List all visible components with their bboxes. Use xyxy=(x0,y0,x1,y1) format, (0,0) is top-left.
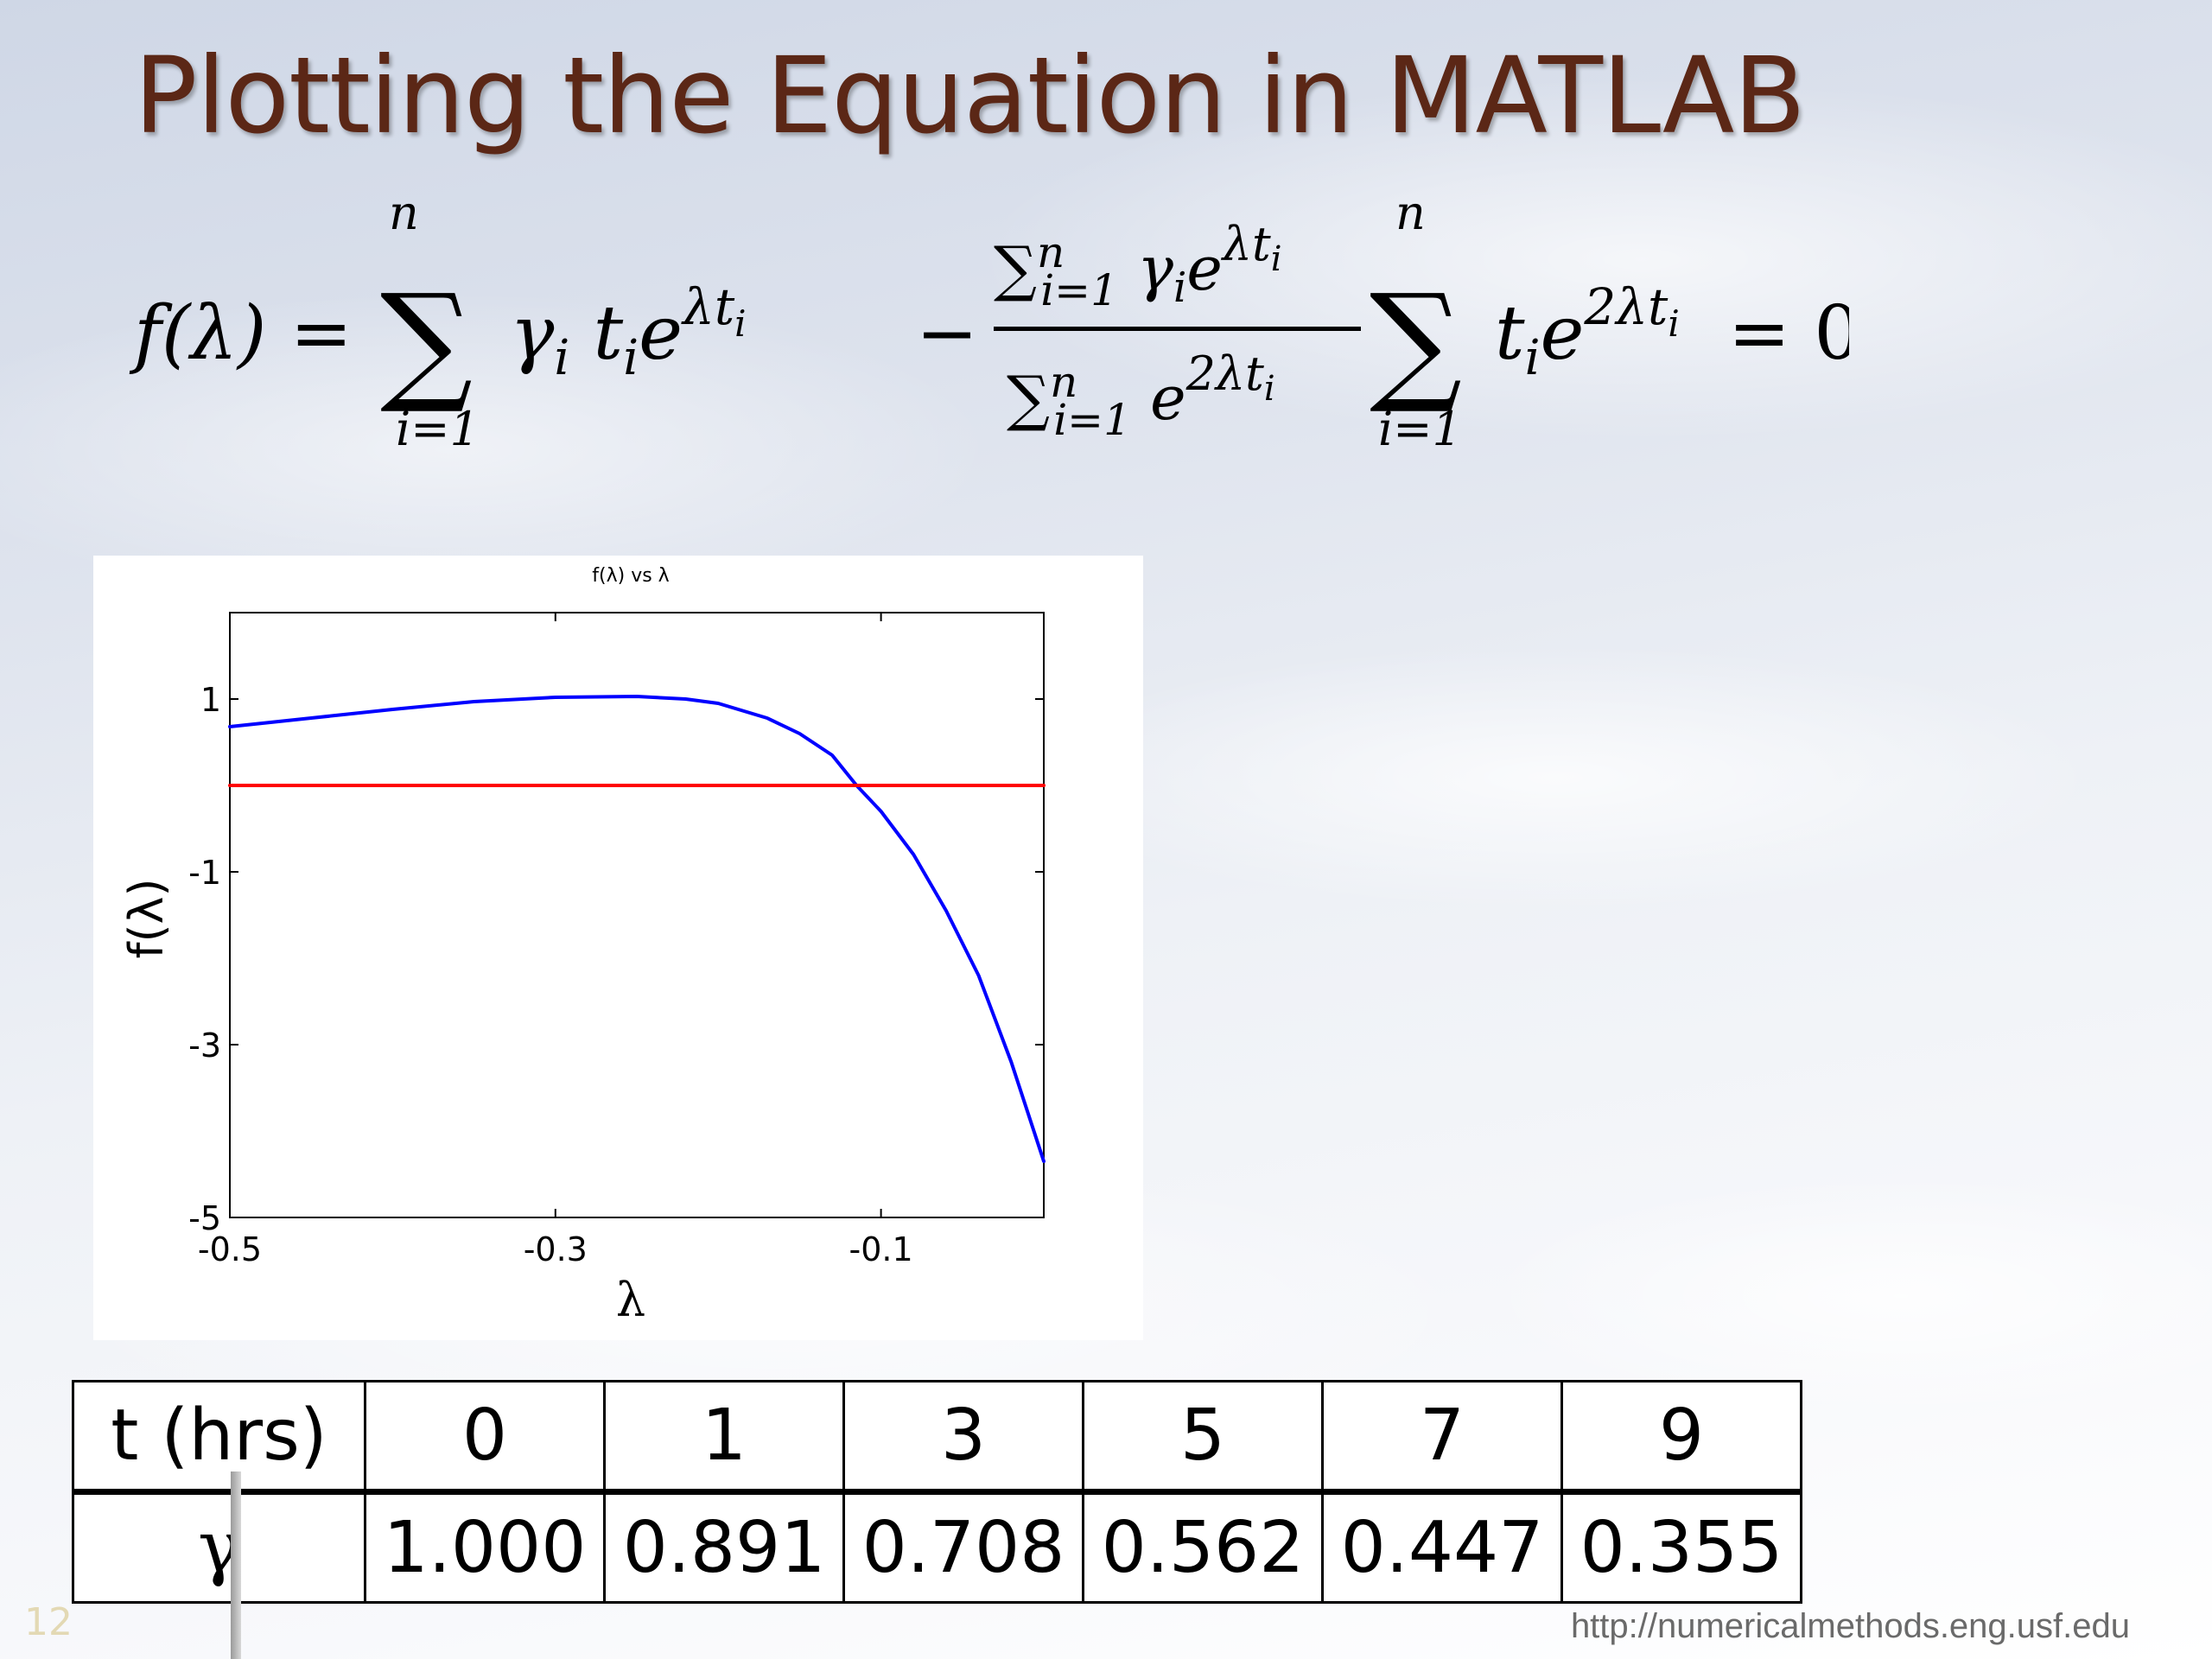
page-number: 12 xyxy=(24,1600,73,1644)
table-header-time: t (hrs) xyxy=(72,1380,366,1495)
table-cell: 7 xyxy=(1321,1380,1563,1495)
plot-area xyxy=(229,612,1045,1218)
table-cell: 3 xyxy=(842,1380,1084,1495)
y-tick-label: 1 xyxy=(200,681,221,719)
sum2-upper: n xyxy=(1395,186,1426,240)
fraction-bar xyxy=(994,327,1361,331)
sum2-lower: i=1 xyxy=(1378,402,1462,456)
table-cell: 0.891 xyxy=(603,1491,845,1604)
footer-divider xyxy=(231,1471,241,1659)
table-cell: 0 xyxy=(364,1380,606,1495)
table-row-time: t (hrs) 0 1 3 5 7 9 xyxy=(72,1380,1802,1495)
y-tick-label: -1 xyxy=(188,854,221,892)
eq-minus: − xyxy=(916,290,978,377)
x-axis-label: λ xyxy=(616,1273,645,1327)
plot-panel: f(λ) vs λ -0.5 -0.3 -0.1 1 -1 -3 -5 λ f(λ) xyxy=(93,556,1143,1340)
table-cell: 0.355 xyxy=(1560,1491,1802,1604)
table-cell: 5 xyxy=(1082,1380,1324,1495)
equation-lhs: f(λ) = xyxy=(129,290,353,377)
table-header-gamma: γ xyxy=(72,1491,366,1604)
fraction-numerator: ∑n i=1 γieλti xyxy=(994,217,1282,315)
y-tick-label: -5 xyxy=(188,1199,221,1237)
footer-url[interactable]: http://numericalmethods.eng.usf.edu xyxy=(1570,1607,2130,1645)
fraction-denominator: ∑n i=1 e2λti xyxy=(1007,346,1275,445)
x-tick-label: -0.1 xyxy=(849,1230,913,1268)
slide-title: Plotting the Equation in MATLAB xyxy=(134,35,1806,157)
sum2-symbol: ∑ xyxy=(1370,267,1462,417)
f-lambda-chart: f(λ) vs λ -0.5 -0.3 -0.1 1 -1 -3 -5 λ f(λ) xyxy=(119,565,1046,1327)
sum1-symbol: ∑ xyxy=(380,267,473,417)
x-tick-label: -0.5 xyxy=(198,1230,262,1268)
axis-ticks: -0.5 -0.3 -0.1 1 -1 -3 -5 xyxy=(188,613,1044,1268)
eq-term-1: γi tieλti xyxy=(510,277,747,386)
sum1-upper: n xyxy=(389,186,419,240)
table-cell: 1.000 xyxy=(364,1491,606,1604)
f-lambda-curve xyxy=(228,695,1046,1163)
table-cell: 0.562 xyxy=(1082,1491,1324,1604)
table-cell: 0.708 xyxy=(842,1491,1084,1604)
y-tick-label: -3 xyxy=(188,1027,221,1065)
table-cell: 9 xyxy=(1560,1380,1802,1495)
chart-title: f(λ) vs λ xyxy=(592,565,669,587)
table-cell: 1 xyxy=(603,1380,845,1495)
x-tick-label: -0.3 xyxy=(524,1230,588,1268)
eq-rhs-zero: = 0 xyxy=(1728,290,1849,377)
series-layer xyxy=(228,695,1046,1163)
eq-term-2: tie2λti xyxy=(1495,277,1680,386)
sum1-lower: i=1 xyxy=(396,402,480,456)
table-cell: 0.447 xyxy=(1321,1491,1563,1604)
y-axis-label: f(λ) xyxy=(119,878,174,958)
table-row-gamma: γ 1.000 0.891 0.708 0.562 0.447 0.355 xyxy=(72,1491,1802,1604)
data-table: t (hrs) 0 1 3 5 7 9 γ 1.000 0.891 0.708 … xyxy=(72,1380,1802,1604)
equation: f(λ) = n ∑ i=1 γi tieλti − ∑n i=1 γieλti … xyxy=(129,186,1849,456)
